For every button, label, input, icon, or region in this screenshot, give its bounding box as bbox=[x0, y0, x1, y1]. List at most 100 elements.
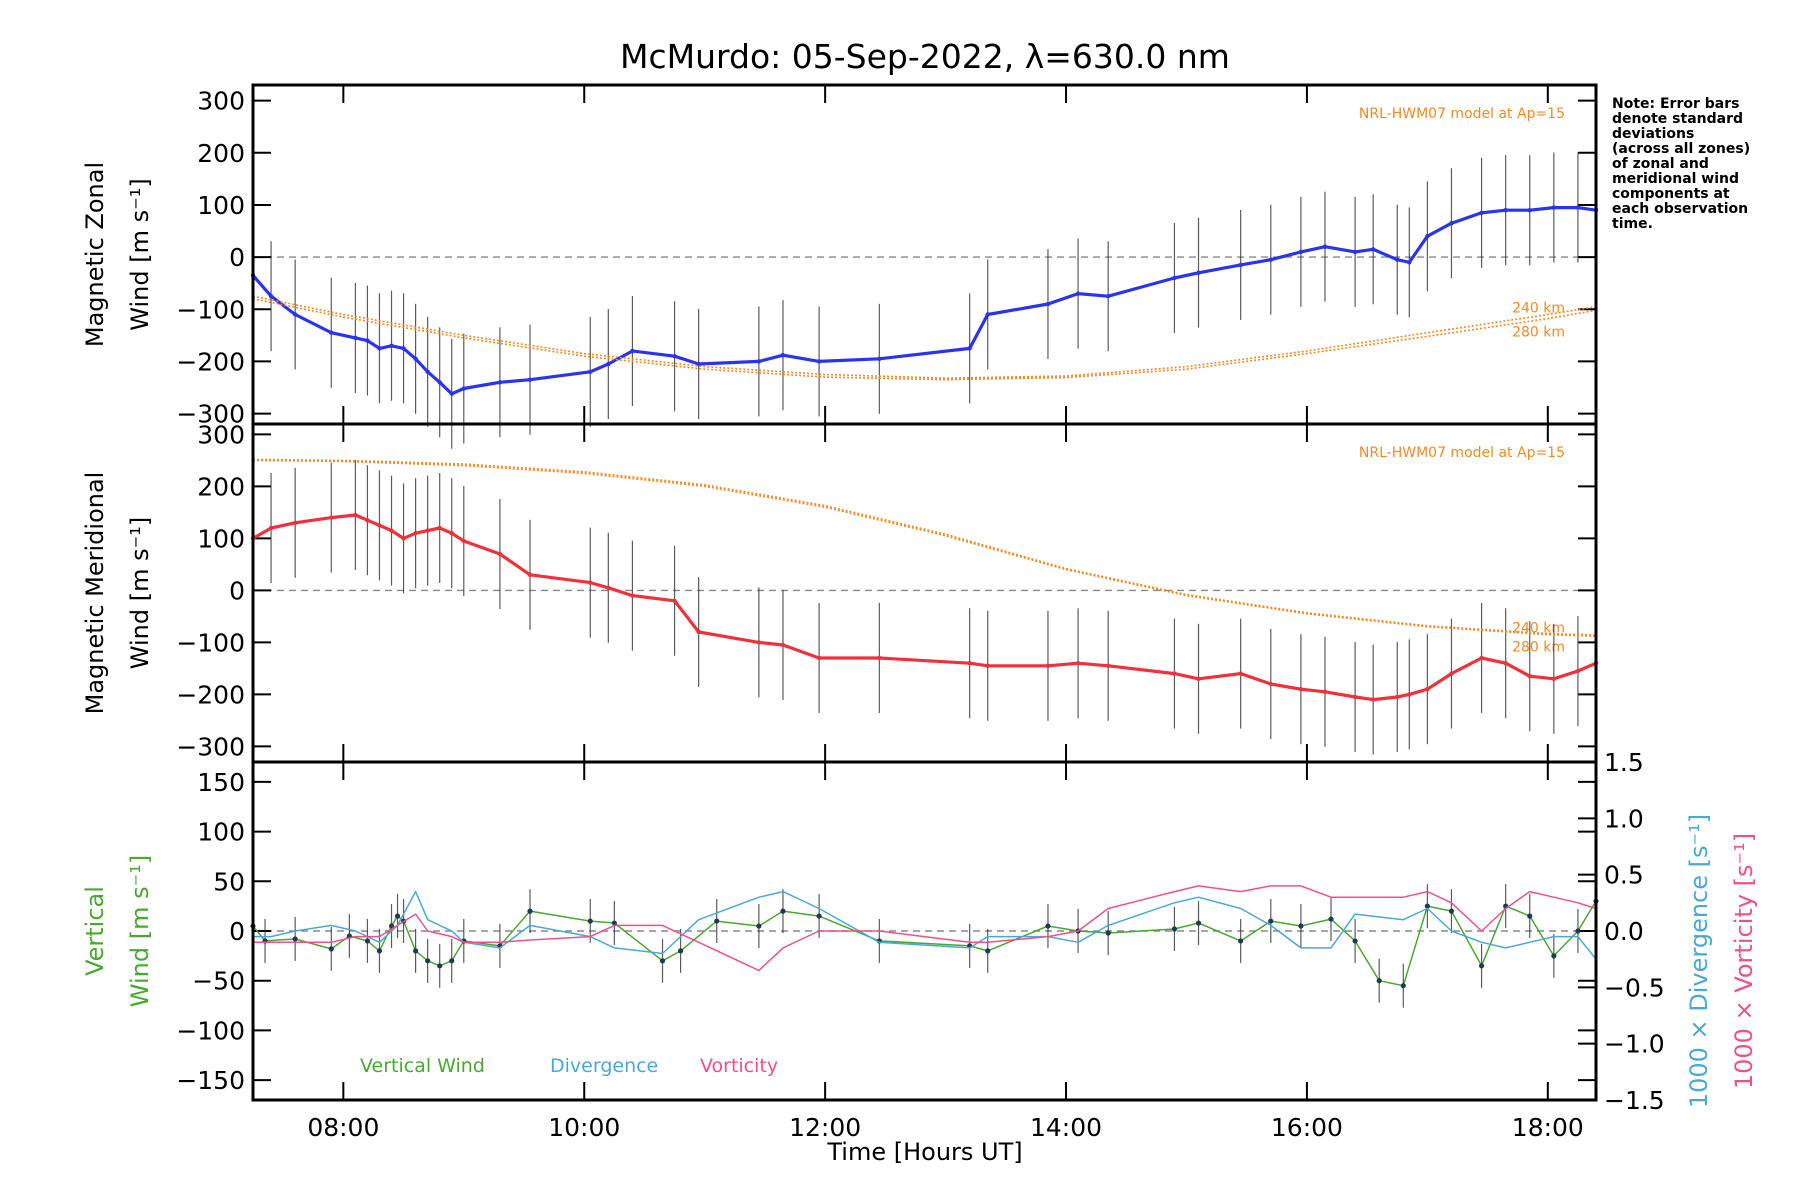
meridional-data-point bbox=[401, 536, 406, 541]
meridional-series-line bbox=[252, 459, 1597, 637]
zonal-data-point bbox=[527, 377, 533, 382]
meridional-data-point bbox=[1503, 661, 1508, 666]
meridional-data-point bbox=[1268, 681, 1273, 687]
note-line: denote standard bbox=[1612, 111, 1743, 127]
vertical-wind-point bbox=[1328, 916, 1334, 922]
zonal-data-point bbox=[461, 386, 466, 391]
meridional-data-point bbox=[365, 518, 370, 523]
panel-zonal: −300 −200 −100 0 100 200 300 Magnetic Zonal Wind… bbox=[81, 83, 1599, 449]
vertical-ytick-label: −150 bbox=[176, 1066, 245, 1095]
vorticity-axis-label: 1000 × Vorticity [s⁻¹] bbox=[1730, 833, 1758, 1089]
zonal-ytick-label: 200 bbox=[197, 139, 245, 168]
meridional-data-point bbox=[1395, 694, 1400, 700]
vertical-series-line bbox=[252, 900, 1597, 987]
meridional-data-point bbox=[1425, 687, 1430, 692]
meridional-ytick-label: −300 bbox=[176, 732, 245, 761]
meridional-ytick-label: 300 bbox=[197, 420, 245, 449]
meridional-ytick-label: 100 bbox=[197, 524, 245, 553]
vertical-series-1 bbox=[253, 890, 1597, 960]
meridional-data-point bbox=[1449, 671, 1454, 676]
meridional-data-point bbox=[527, 572, 533, 577]
zonal-ytick-label: 100 bbox=[197, 191, 245, 220]
chart-title: McMurdo: 05-Sep-2022, λ=630.0 nm bbox=[620, 37, 1230, 76]
zonal-data-point bbox=[985, 312, 990, 317]
meridional-data-point bbox=[461, 538, 466, 544]
vertical-y2tick-label: −1.5 bbox=[1604, 1086, 1665, 1115]
meridional-data-point bbox=[780, 642, 786, 648]
meridional-data-point bbox=[389, 528, 394, 533]
vertical-wind-point bbox=[1238, 938, 1244, 944]
meridional-ylabel-line2: Wind [m s⁻¹] bbox=[126, 517, 154, 669]
vertical-y2tick-label: 1.5 bbox=[1604, 748, 1644, 777]
vertical-wind-point bbox=[1424, 903, 1430, 909]
x-tick-label: 18:00 bbox=[1512, 1113, 1584, 1142]
meridional-data-point bbox=[967, 661, 972, 666]
meridional-data-point bbox=[1575, 668, 1581, 674]
meridional-data-point bbox=[1352, 694, 1358, 700]
vertical-wind-point bbox=[364, 938, 371, 944]
meridional-data-point bbox=[672, 598, 677, 603]
zonal-ytick-label: −300 bbox=[176, 400, 245, 429]
vertical-ytick-label: 50 bbox=[213, 867, 245, 896]
vertical-series-0 bbox=[250, 879, 1599, 1008]
legend-item-vorticity: Vorticity bbox=[700, 1055, 778, 1077]
vertical-wind-point bbox=[1448, 908, 1455, 914]
meridional-series-line bbox=[252, 458, 1597, 636]
meridional-data-point bbox=[449, 531, 454, 536]
vertical-wind-point bbox=[1352, 938, 1358, 944]
meridional-data-point bbox=[1479, 655, 1484, 661]
vertical-wind-point bbox=[611, 920, 617, 926]
note-line: of zonal and bbox=[1612, 156, 1709, 172]
note-line: each observation bbox=[1612, 201, 1748, 217]
vertical-wind-point bbox=[780, 908, 786, 914]
zonal-series-1 bbox=[252, 295, 1597, 379]
zonal-ytick-label: 300 bbox=[197, 87, 245, 116]
vertical-wind-point bbox=[1527, 913, 1533, 919]
vertical-y2tick-label: −1.0 bbox=[1604, 1030, 1665, 1059]
meridional-data-point bbox=[1045, 663, 1051, 668]
vertical-wind-point bbox=[328, 946, 334, 952]
zonal-data-point bbox=[413, 356, 418, 362]
vertical-wind-point bbox=[587, 918, 593, 924]
vertical-wind-point bbox=[388, 923, 395, 929]
zonal-data-point bbox=[1322, 244, 1328, 249]
meridional-data-point bbox=[1172, 671, 1177, 676]
meridional-model-alt-label: 280 km bbox=[1512, 640, 1565, 656]
vertical-wind-point bbox=[437, 963, 443, 969]
meridional-ylabel-line1: Magnetic Meridional bbox=[81, 472, 109, 715]
zonal-data-point bbox=[1425, 234, 1430, 239]
meridional-frame bbox=[251, 422, 1598, 764]
zonal-data-point bbox=[1395, 257, 1400, 262]
vertical-wind-point bbox=[449, 958, 455, 964]
meridional-data-point bbox=[606, 585, 611, 590]
note-line: deviations bbox=[1612, 126, 1694, 142]
vertical-series-line bbox=[253, 885, 1597, 972]
vertical-series-line bbox=[253, 890, 1597, 960]
meridional-data-point bbox=[1075, 661, 1081, 666]
vertical-wind-point bbox=[756, 923, 762, 929]
zonal-data-point bbox=[588, 369, 593, 375]
vertical-ytick-label: −100 bbox=[176, 1016, 245, 1045]
zonal-data-point bbox=[1045, 301, 1051, 307]
zonal-data-point bbox=[1268, 257, 1273, 262]
zonal-frame bbox=[251, 83, 1598, 426]
vertical-wind-point bbox=[1105, 930, 1111, 936]
x-tick-label: 16:00 bbox=[1271, 1113, 1343, 1142]
legend-item-divergence: Divergence bbox=[550, 1055, 658, 1077]
vertical-wind-point bbox=[1195, 920, 1202, 926]
vertical-y2tick-label: −0.5 bbox=[1604, 973, 1665, 1002]
meridional-ytick-label: 0 bbox=[229, 576, 245, 605]
x-tick-label: 12:00 bbox=[789, 1113, 861, 1142]
panel-vertical: −150 −100 −50 0 50 100 150 −1.5 −1.0 −0.5 0.0 0.5 1.… bbox=[81, 748, 1758, 1142]
zonal-data-point bbox=[353, 335, 358, 341]
vertical-y2tick-label: 0.0 bbox=[1604, 917, 1644, 946]
zonal-data-point bbox=[292, 312, 298, 317]
vertical-ylabel-line1: Vertical bbox=[81, 886, 109, 976]
zonal-data-point bbox=[268, 294, 274, 299]
legend-item-vertical-wind: Vertical Wind bbox=[360, 1055, 485, 1077]
meridional-data-point bbox=[1196, 676, 1201, 681]
zonal-data-point bbox=[1075, 291, 1081, 296]
vertical-wind-point bbox=[1575, 928, 1581, 934]
